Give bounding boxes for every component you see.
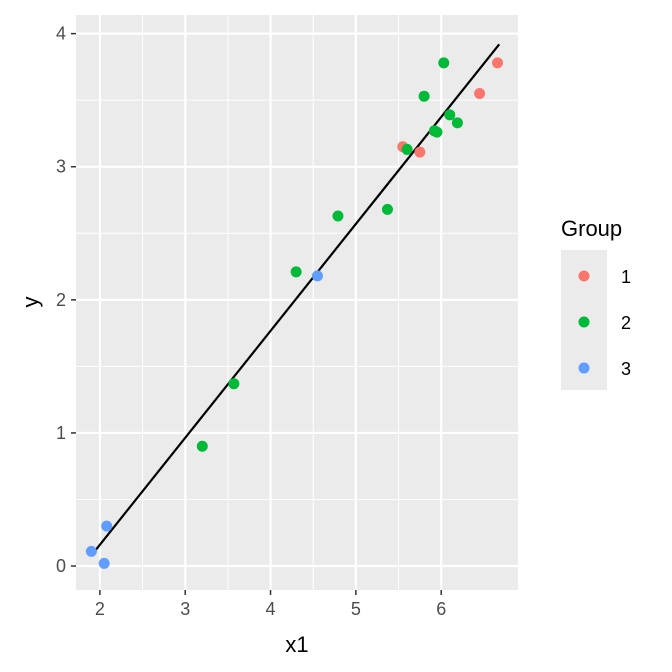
legend-title: Group [561, 216, 622, 241]
y-tick-label: 3 [56, 157, 66, 177]
data-point-group-2 [431, 126, 443, 138]
legend-label-1: 1 [621, 267, 631, 287]
legend: 1 2 3 [578, 267, 631, 379]
y-tick-label: 4 [56, 24, 66, 44]
legend-label-2: 2 [621, 313, 631, 333]
data-point-group-2 [332, 210, 344, 222]
x-tick-label: 2 [95, 599, 105, 619]
data-point-group-1 [414, 146, 426, 158]
legend-key-2 [578, 316, 590, 328]
x-tick-label: 6 [436, 599, 446, 619]
x-axis-title: x1 [285, 632, 308, 657]
y-axis-title: y [18, 297, 43, 308]
data-point-group-1 [492, 57, 504, 69]
legend-label-3: 3 [621, 359, 631, 379]
x-tick-label: 4 [266, 599, 276, 619]
y-tick-label: 2 [56, 290, 66, 310]
y-tick-label: 0 [56, 556, 66, 576]
data-point-group-2 [451, 117, 463, 129]
x-tick-label: 5 [351, 599, 361, 619]
legend-key-3 [578, 362, 590, 374]
data-point-group-2 [381, 203, 393, 215]
x-axis: 2 3 4 5 6 [95, 590, 446, 619]
data-point-group-2 [418, 90, 430, 102]
data-point-group-3 [311, 270, 323, 282]
data-point-group-3 [98, 557, 110, 569]
data-point-group-2 [438, 57, 450, 69]
grid-major [76, 15, 518, 590]
data-point-group-3 [101, 520, 113, 532]
legend-key-1 [578, 270, 590, 282]
plot-panel [76, 15, 518, 590]
data-point-group-2 [444, 109, 456, 121]
data-point-group-3 [85, 545, 97, 557]
x-tick-label: 3 [180, 599, 190, 619]
grid-minor [76, 15, 518, 590]
data-point-group-2 [196, 440, 208, 452]
data-point-group-2 [228, 378, 240, 390]
y-axis: 0 1 2 3 4 [56, 24, 76, 576]
data-point-group-1 [474, 88, 486, 100]
data-point-group-2 [290, 266, 302, 278]
data-points [85, 57, 504, 569]
y-tick-label: 1 [56, 423, 66, 443]
data-point-group-2 [401, 143, 413, 155]
